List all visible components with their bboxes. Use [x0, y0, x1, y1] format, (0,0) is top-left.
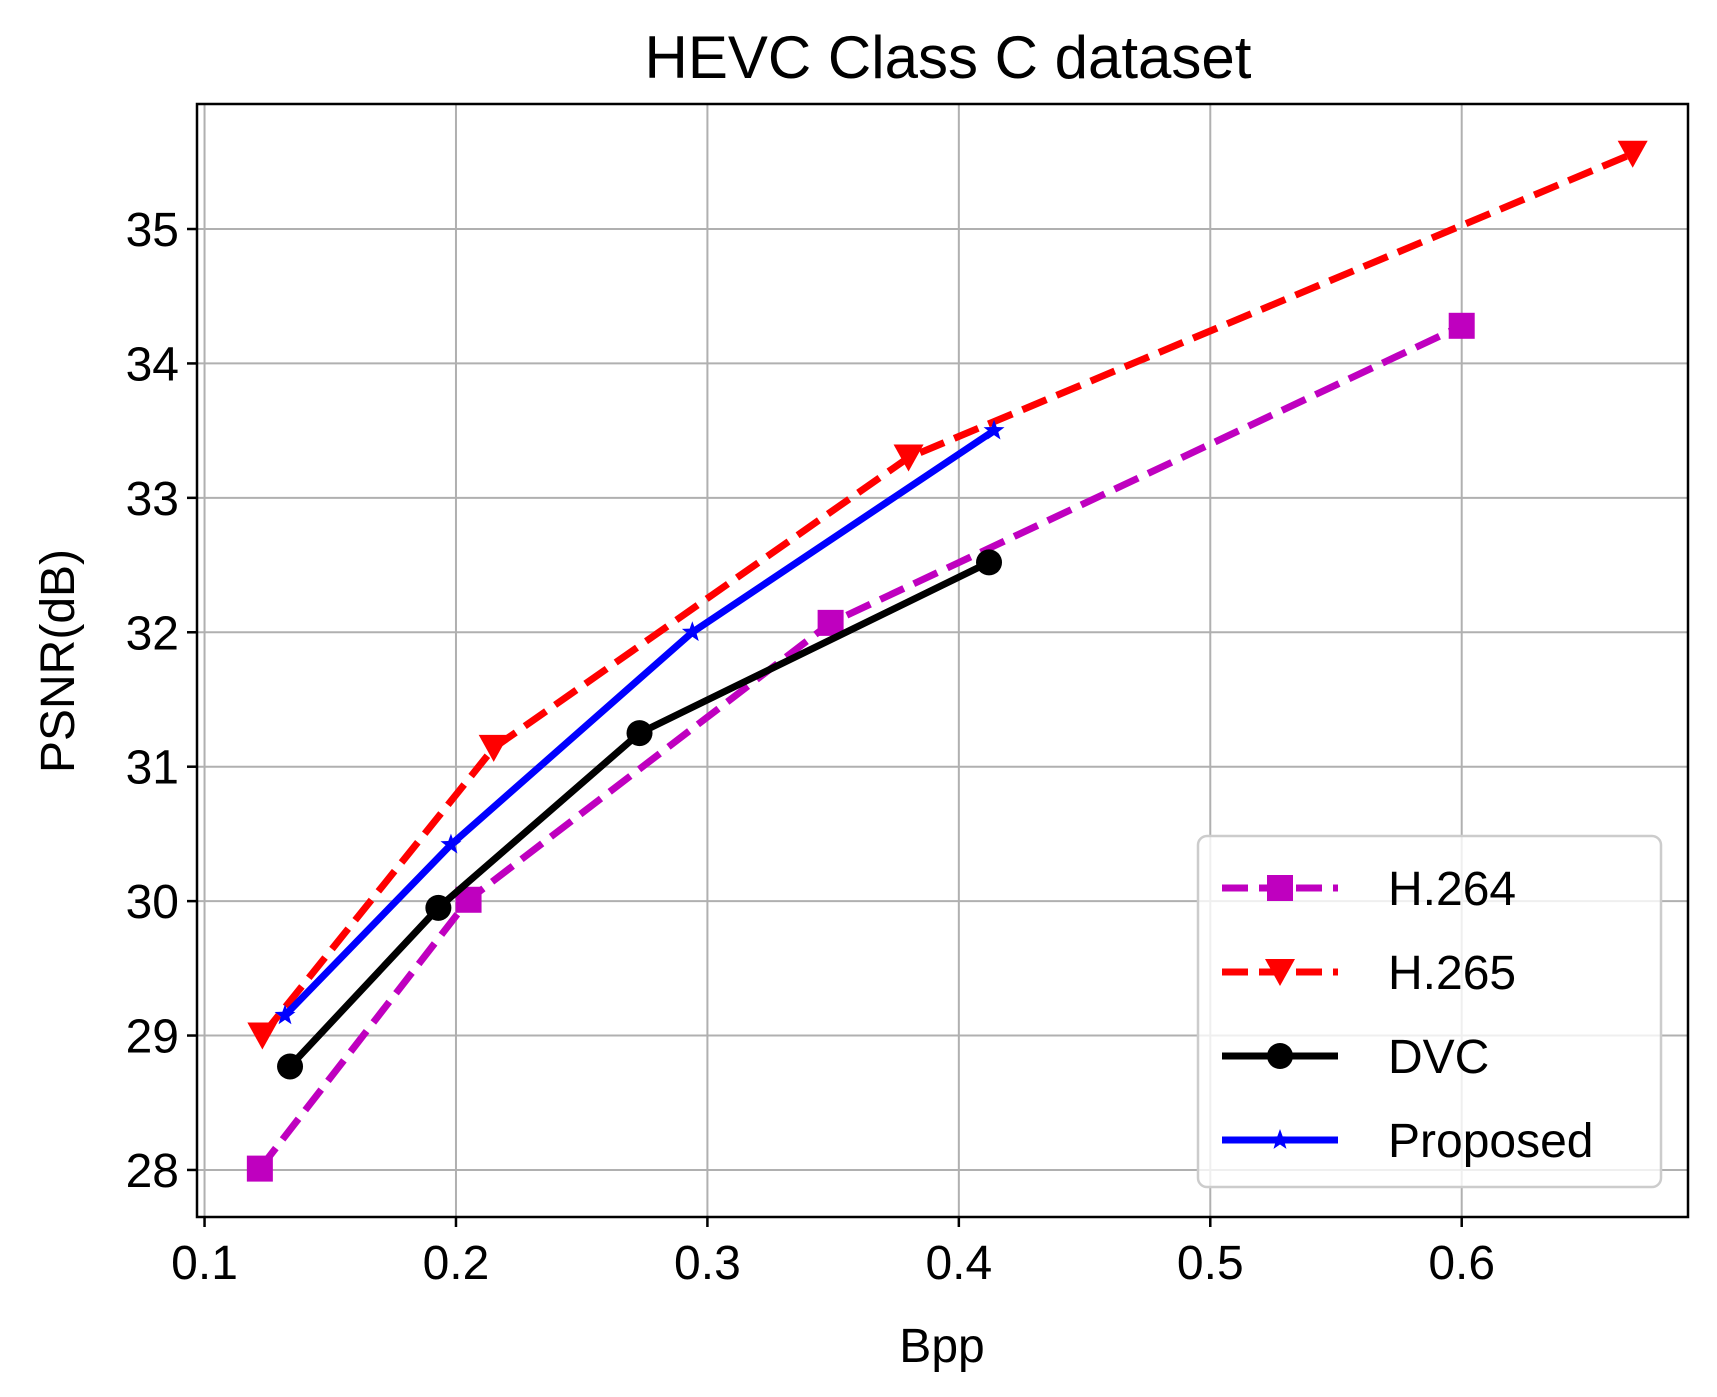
legend-marker-h-264	[1267, 875, 1293, 901]
y-axis-label: PSNR(dB)	[32, 549, 85, 773]
data-point-proposed	[274, 1004, 296, 1025]
x-axis-label: Bpp	[899, 1320, 984, 1373]
x-tick-label: 0.1	[171, 1237, 238, 1290]
data-point-h-264	[1448, 312, 1475, 339]
series-layer	[246, 140, 1648, 1182]
y-tick-label: 33	[126, 473, 179, 526]
legend-marker-dvc	[1267, 1043, 1293, 1069]
grid-lines	[197, 104, 1688, 1217]
legend-item-h-264: H.264	[1222, 863, 1516, 916]
y-tick-label: 30	[126, 876, 179, 929]
data-point-proposed	[983, 419, 1005, 440]
y-axis-ticks: 28 29 30 31 32 33 34 35	[126, 204, 197, 1198]
legend-marker-h-265	[1265, 959, 1295, 986]
legend-label-h-264: H.264	[1388, 863, 1516, 916]
x-tick-label: 0.4	[925, 1237, 992, 1290]
legend-label-proposed: Proposed	[1388, 1115, 1593, 1168]
series-line-proposed	[282, 427, 996, 1018]
legend-item-proposed: Proposed	[1222, 1115, 1593, 1168]
y-tick-label: 28	[126, 1145, 179, 1198]
x-tick-label: 0.2	[423, 1237, 490, 1290]
data-point-dvc	[277, 1053, 304, 1080]
legend-label-h-265: H.265	[1388, 947, 1516, 1000]
data-point-h-264	[246, 1155, 273, 1182]
y-tick-label: 29	[126, 1011, 179, 1064]
data-point-dvc	[976, 549, 1003, 576]
series-h-265	[247, 140, 1648, 1050]
legend-item-h-265: H.265	[1222, 947, 1516, 1000]
data-point-dvc	[425, 894, 452, 921]
series-line-h-265	[259, 150, 1635, 1038]
data-point-h-265	[1617, 140, 1648, 168]
legend-box	[1196, 834, 1663, 1189]
series-line-h-264	[257, 322, 1464, 1171]
y-tick-label: 32	[126, 607, 179, 660]
data-point-h-265	[893, 444, 924, 472]
legend-marker-proposed	[1269, 1129, 1291, 1149]
plot-frame	[195, 102, 1690, 1219]
x-tick-label: 0.6	[1428, 1237, 1495, 1290]
y-tick-label: 35	[126, 204, 179, 257]
data-point-dvc	[626, 720, 653, 747]
series-proposed	[274, 419, 1005, 1025]
legend: H.264 H.265 DVC Proposed	[1196, 834, 1663, 1189]
chart-title: HEVC Class C dataset	[645, 24, 1252, 91]
data-point-h-265	[247, 1022, 278, 1050]
x-tick-label: 0.3	[674, 1237, 741, 1290]
legend-item-dvc: DVC	[1222, 1031, 1489, 1084]
y-tick-label: 31	[126, 742, 179, 795]
data-point-h-265	[478, 734, 509, 762]
series-h-264	[246, 312, 1475, 1182]
data-point-proposed	[681, 621, 703, 642]
series-line-dvc	[287, 559, 991, 1069]
legend-label-dvc: DVC	[1388, 1031, 1489, 1084]
x-axis-ticks: 0.1 0.2 0.3 0.4 0.5 0.6	[171, 1217, 1495, 1290]
series-dvc	[277, 549, 1003, 1080]
y-tick-label: 34	[126, 338, 179, 391]
x-tick-label: 0.5	[1177, 1237, 1244, 1290]
data-point-proposed	[440, 833, 462, 854]
data-point-h-264	[817, 609, 844, 636]
